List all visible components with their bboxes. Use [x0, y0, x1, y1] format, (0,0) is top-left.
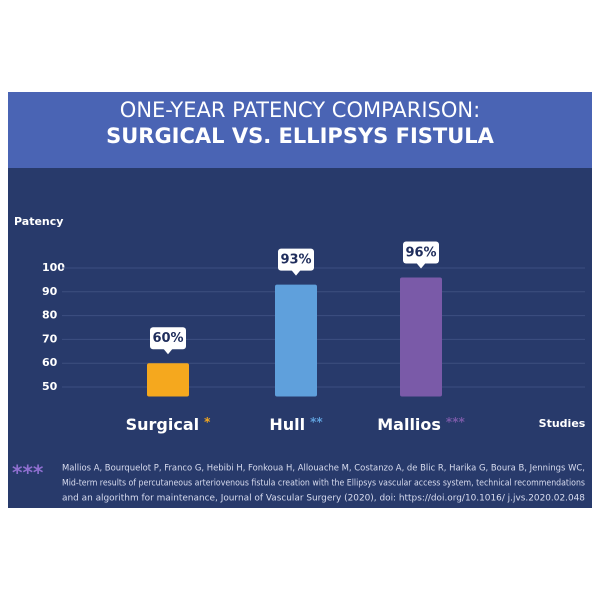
bar [147, 363, 189, 397]
value-label-box [403, 241, 439, 264]
value-label: 60% [152, 331, 183, 346]
bar [400, 277, 442, 397]
value-label-pointer [163, 348, 173, 355]
x-axis-label: Studies [539, 417, 586, 430]
x-tick-label: Mallios *** [377, 415, 465, 434]
chart-title: ONE-YEAR PATENCY COMPARISON: [120, 98, 480, 122]
category-name: Surgical [126, 415, 200, 434]
footnote-marker: *** [12, 461, 44, 485]
value-label: 96% [405, 246, 436, 261]
category-marker: ** [310, 415, 323, 429]
y-tick-label: 60 [42, 356, 58, 369]
footnote-line: Mid-term results of percutaneous arterio… [62, 478, 585, 488]
x-tick-label: Hull ** [269, 415, 323, 434]
y-tick-label: 80 [42, 309, 58, 322]
category-marker: * [204, 415, 211, 429]
y-tick-label: 90 [42, 285, 58, 298]
footnote-line: Mallios A, Bourquelot P, Franco G, Hebib… [62, 463, 585, 473]
chart-subtitle: SURGICAL VS. ELLIPSYS FISTULA [106, 124, 495, 148]
value-label-pointer [416, 262, 426, 269]
value-label-box [278, 248, 314, 271]
footnote-line: and an algorithm for maintenance, Journa… [62, 493, 585, 503]
value-label-pointer [291, 269, 301, 276]
header-band [8, 92, 592, 168]
category-name: Mallios [377, 415, 441, 434]
category-name: Hull [269, 415, 305, 434]
y-tick-label: 70 [42, 332, 58, 345]
y-tick-label: 50 [42, 380, 58, 393]
y-tick-label: 100 [42, 261, 65, 274]
y-axis-label: Patency [14, 215, 63, 228]
x-tick-label: Surgical * [126, 415, 212, 434]
value-label-box [150, 327, 186, 350]
bar [275, 284, 317, 397]
value-label: 93% [280, 253, 311, 268]
category-marker: *** [446, 415, 466, 429]
